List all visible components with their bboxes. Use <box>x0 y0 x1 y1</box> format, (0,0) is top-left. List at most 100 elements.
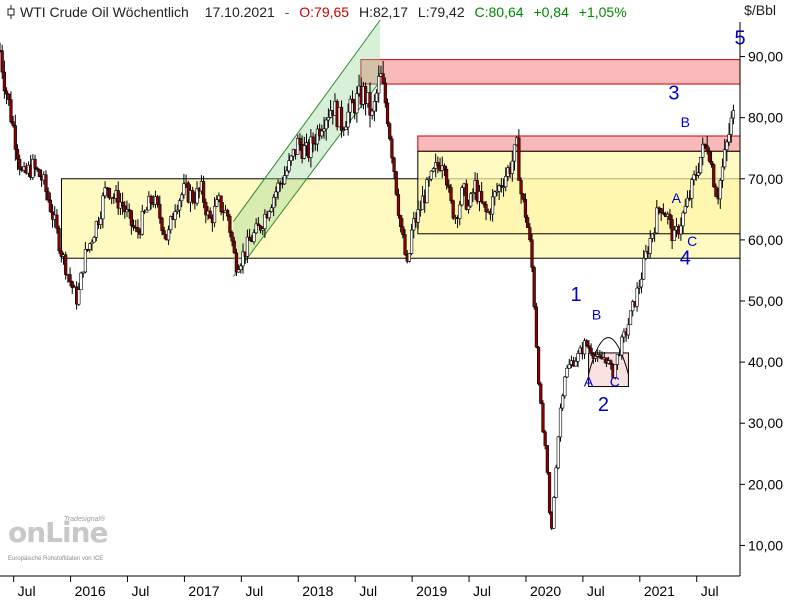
candle-body <box>9 99 13 123</box>
candle-body <box>276 182 280 193</box>
candle <box>85 248 90 252</box>
candle-body <box>311 136 315 144</box>
candle <box>543 430 547 450</box>
candle <box>447 179 451 193</box>
candle <box>156 194 160 208</box>
candle-body <box>2 71 6 92</box>
candle <box>648 230 652 258</box>
candle <box>526 214 530 229</box>
candle-body <box>718 180 722 200</box>
candle <box>685 190 690 208</box>
candle <box>368 82 372 128</box>
candle-body <box>123 205 127 213</box>
candle <box>534 302 538 349</box>
candle <box>501 178 506 197</box>
watermark-brand: Tradesignal® <box>64 516 106 523</box>
x-tick-label: Jul <box>473 583 491 599</box>
candle-body <box>464 183 468 210</box>
candle <box>166 225 171 246</box>
candle-body <box>370 110 374 116</box>
candle-body <box>173 211 177 220</box>
candle <box>160 216 164 236</box>
candle-body <box>683 206 687 214</box>
candle <box>302 136 306 160</box>
candle <box>425 176 429 204</box>
candle-body <box>501 186 506 189</box>
candle <box>407 252 412 263</box>
candle <box>46 187 50 203</box>
candle-body <box>355 93 359 114</box>
y-unit-label: $/Bbl <box>744 2 776 18</box>
candle <box>729 111 733 143</box>
x-tick-label: 2019 <box>416 583 447 599</box>
candle-body <box>593 356 598 359</box>
candle <box>64 251 68 280</box>
candle <box>383 77 387 108</box>
candle-body <box>615 354 619 365</box>
candle-body <box>326 116 331 121</box>
candle <box>536 345 541 386</box>
candle <box>177 198 182 218</box>
candle <box>615 354 619 371</box>
candle <box>585 339 589 348</box>
candle <box>491 189 495 222</box>
candle-body <box>534 306 538 348</box>
candle <box>493 190 497 206</box>
candle <box>466 199 471 214</box>
candle-body <box>609 360 613 365</box>
candle <box>127 203 131 219</box>
candle <box>587 340 591 353</box>
x-tick-label: 2016 <box>75 583 106 599</box>
candle <box>668 208 672 229</box>
wave-label: B <box>592 306 601 322</box>
candle <box>79 271 83 291</box>
candle <box>121 192 125 215</box>
candle <box>672 225 676 241</box>
candle-body <box>116 190 120 209</box>
x-tick-label: 2018 <box>302 583 333 599</box>
candle <box>475 172 479 205</box>
candle-body <box>302 145 306 159</box>
candle-body <box>707 150 711 162</box>
candle-body <box>7 93 11 100</box>
candle-body <box>523 199 528 218</box>
candle <box>628 310 633 326</box>
candle-body <box>372 100 376 112</box>
candle-body <box>567 364 571 369</box>
candle-body <box>202 181 206 203</box>
candle-body <box>283 175 287 185</box>
candle-body <box>427 178 431 181</box>
candle <box>679 217 683 241</box>
candle <box>593 351 598 362</box>
candle-body <box>385 102 390 125</box>
candle <box>683 199 687 214</box>
candle-body <box>552 497 556 529</box>
candle-body <box>429 170 433 180</box>
candle <box>653 227 657 242</box>
candle-body <box>346 111 350 128</box>
candle-body <box>296 138 300 155</box>
candle-body <box>13 125 17 150</box>
candle <box>725 139 729 162</box>
candle <box>394 170 398 197</box>
candle-body <box>613 364 617 378</box>
candle-body <box>541 403 545 433</box>
candle <box>484 200 488 221</box>
candle-body <box>499 185 503 188</box>
change-percent: +1,05% <box>578 4 627 20</box>
candle-body <box>241 251 245 267</box>
candle-body <box>204 202 208 216</box>
candle-body <box>18 158 22 170</box>
candle-body <box>348 98 352 113</box>
candle-body <box>698 156 703 174</box>
candle <box>195 181 199 206</box>
candle-body <box>15 149 20 160</box>
candle <box>567 358 571 369</box>
candle-body <box>158 203 162 219</box>
candle <box>241 243 245 274</box>
candle-body <box>442 165 447 170</box>
candle <box>661 203 665 216</box>
candle-body <box>59 250 63 257</box>
candle <box>9 91 13 124</box>
